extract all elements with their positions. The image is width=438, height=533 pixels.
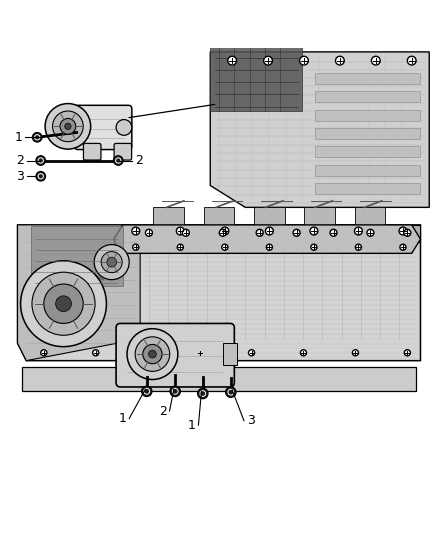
Circle shape	[65, 123, 71, 130]
Circle shape	[265, 227, 273, 235]
Circle shape	[222, 244, 228, 251]
Bar	[315, 147, 420, 157]
Bar	[315, 91, 420, 102]
Circle shape	[107, 257, 117, 267]
Circle shape	[404, 350, 410, 356]
Circle shape	[371, 56, 380, 65]
Circle shape	[45, 103, 91, 149]
Circle shape	[404, 229, 411, 236]
FancyBboxPatch shape	[74, 106, 132, 150]
Bar	[204, 207, 234, 225]
Circle shape	[256, 229, 263, 236]
Circle shape	[352, 350, 358, 356]
Circle shape	[354, 227, 362, 235]
Polygon shape	[18, 225, 140, 361]
Text: 2: 2	[16, 154, 24, 167]
Bar	[210, 43, 302, 111]
Circle shape	[36, 156, 46, 165]
Circle shape	[116, 119, 132, 135]
Bar	[254, 207, 285, 225]
Circle shape	[219, 229, 226, 236]
Circle shape	[197, 350, 203, 356]
Circle shape	[228, 56, 237, 65]
Circle shape	[399, 227, 407, 235]
Circle shape	[148, 350, 156, 358]
Circle shape	[355, 244, 361, 251]
Circle shape	[21, 261, 106, 346]
Circle shape	[127, 329, 178, 379]
Text: 1: 1	[188, 418, 196, 432]
Bar	[140, 225, 420, 243]
Circle shape	[177, 244, 184, 251]
Bar	[153, 207, 184, 225]
Bar	[315, 183, 420, 194]
Bar	[304, 207, 335, 225]
Circle shape	[133, 244, 139, 251]
Circle shape	[367, 229, 374, 236]
Circle shape	[198, 388, 208, 399]
Circle shape	[310, 227, 318, 235]
Circle shape	[56, 296, 71, 312]
Text: 1: 1	[14, 131, 22, 144]
Circle shape	[145, 350, 151, 356]
Circle shape	[170, 386, 180, 397]
Circle shape	[145, 229, 152, 236]
Circle shape	[336, 56, 344, 65]
Polygon shape	[210, 52, 429, 207]
Bar	[31, 226, 123, 286]
Circle shape	[300, 350, 307, 356]
Bar	[22, 367, 416, 391]
Circle shape	[44, 284, 83, 324]
Polygon shape	[18, 225, 420, 361]
Circle shape	[400, 244, 406, 251]
Circle shape	[41, 350, 47, 356]
Circle shape	[132, 227, 140, 235]
Circle shape	[113, 156, 123, 165]
Circle shape	[300, 56, 308, 65]
Text: 1: 1	[119, 412, 127, 425]
Circle shape	[94, 245, 129, 280]
Circle shape	[266, 244, 272, 251]
Circle shape	[93, 350, 99, 356]
Circle shape	[330, 229, 337, 236]
Text: 3: 3	[16, 170, 24, 183]
Circle shape	[143, 344, 162, 364]
Bar	[223, 343, 237, 365]
Circle shape	[177, 227, 184, 235]
Circle shape	[32, 272, 95, 335]
Circle shape	[248, 350, 254, 356]
Text: 2: 2	[159, 405, 167, 417]
Circle shape	[36, 172, 46, 181]
Bar	[315, 110, 420, 120]
Circle shape	[311, 244, 317, 251]
Bar	[315, 165, 420, 176]
Circle shape	[264, 56, 272, 65]
Text: 3: 3	[247, 414, 254, 427]
Polygon shape	[114, 225, 420, 253]
Text: 2: 2	[135, 154, 143, 167]
Bar	[315, 73, 420, 84]
Circle shape	[293, 229, 300, 236]
Circle shape	[60, 118, 76, 134]
Circle shape	[182, 229, 189, 236]
FancyBboxPatch shape	[116, 324, 234, 387]
Circle shape	[32, 133, 42, 142]
Bar	[355, 207, 385, 225]
Circle shape	[221, 227, 229, 235]
Circle shape	[101, 252, 122, 273]
Circle shape	[53, 111, 83, 142]
Circle shape	[135, 337, 170, 372]
Bar	[315, 128, 420, 139]
FancyBboxPatch shape	[114, 143, 131, 160]
Circle shape	[141, 386, 152, 397]
FancyBboxPatch shape	[83, 143, 101, 160]
Circle shape	[226, 387, 236, 398]
Circle shape	[407, 56, 416, 65]
